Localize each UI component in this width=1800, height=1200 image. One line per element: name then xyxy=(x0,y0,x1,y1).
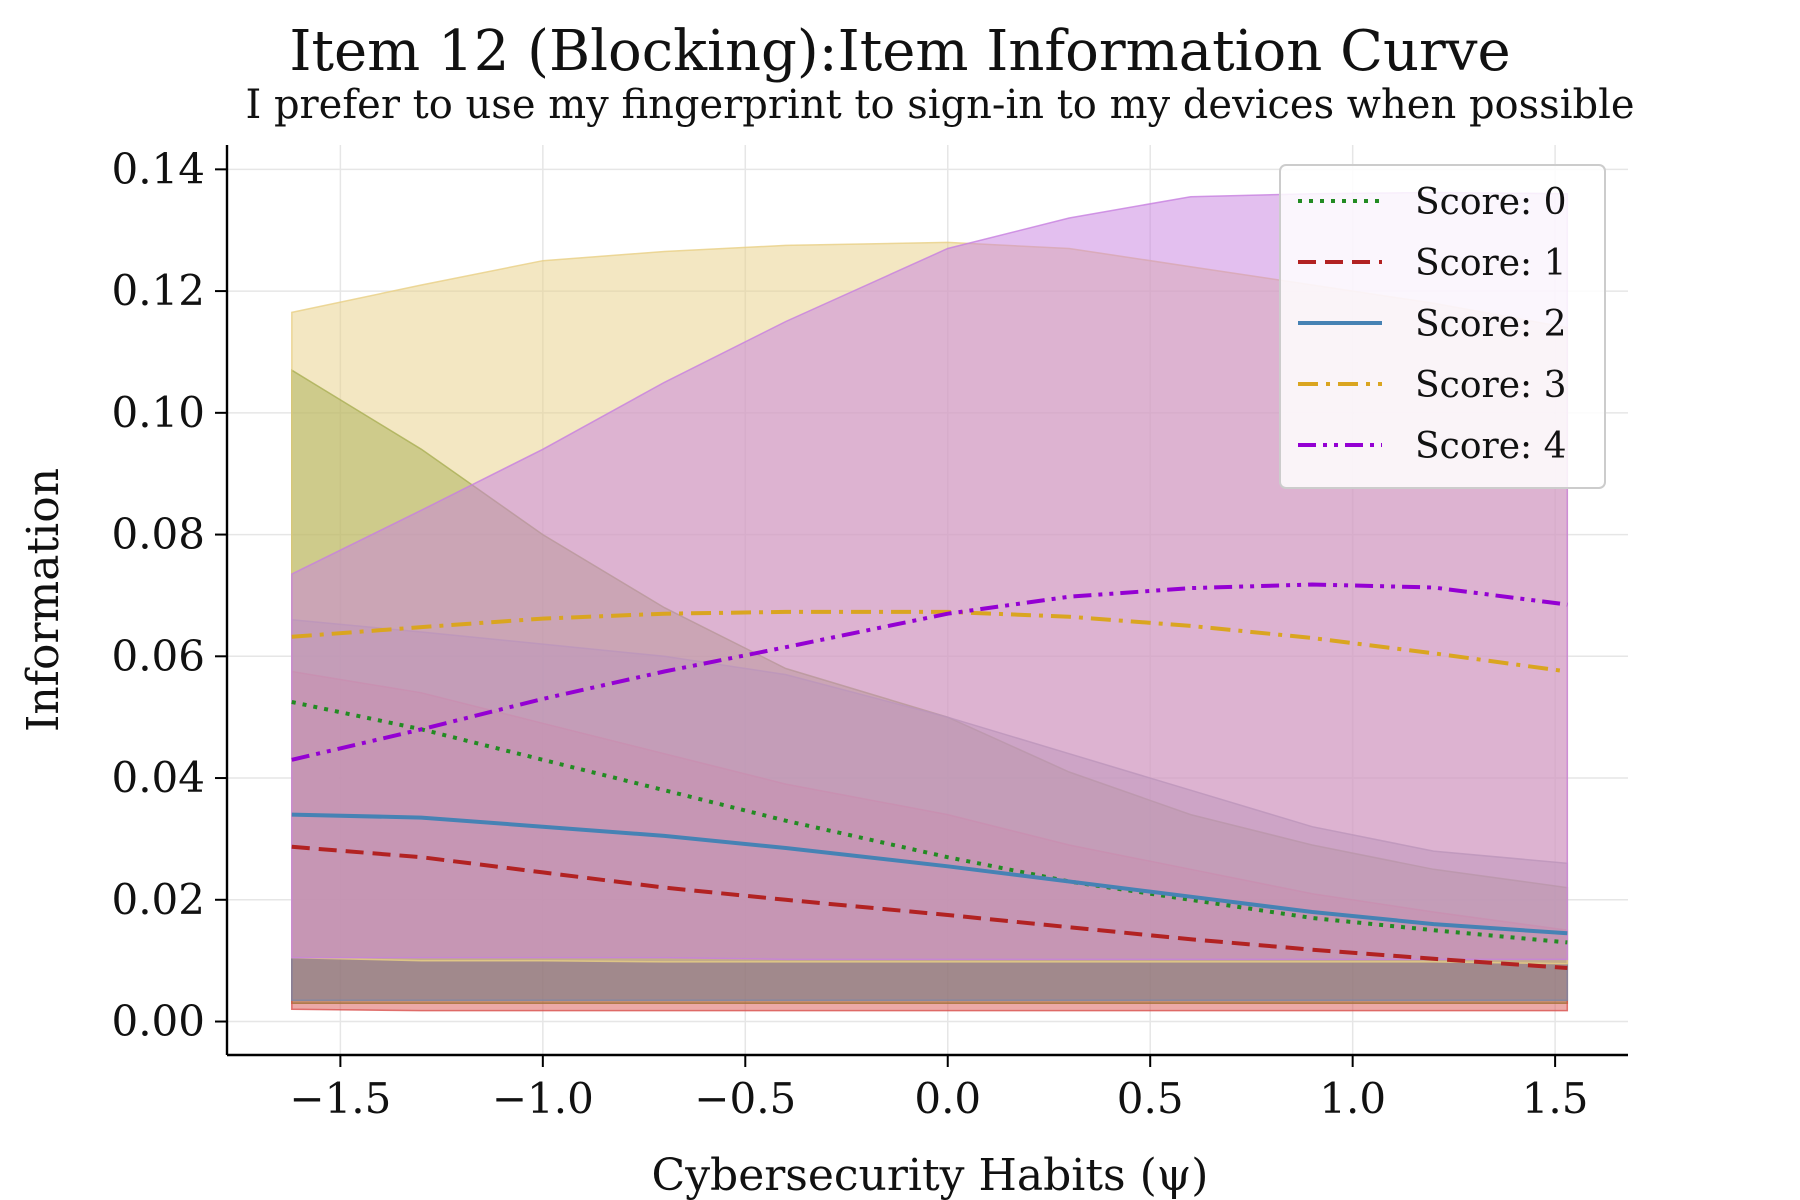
x-tick-label: 1.0 xyxy=(1319,1074,1386,1123)
series-lines xyxy=(291,582,1568,970)
y-tick-label: 0.04 xyxy=(111,753,205,802)
x-tick-label: 0.0 xyxy=(914,1074,981,1123)
line-score-2 xyxy=(291,812,1568,936)
y-tick-label: 0.10 xyxy=(111,388,205,437)
x-tick-label: −1.0 xyxy=(492,1074,594,1123)
y-tick-label: 0.02 xyxy=(111,875,205,924)
y-axis-ticks: 0.00 0.02 0.04 0.06 0.08 0.10 0.12 0.14 xyxy=(111,144,227,1046)
band-score-4 xyxy=(291,191,1569,961)
x-axis-ticks: −1.5 −1.0 −0.5 0.0 0.5 1.0 1.5 xyxy=(289,1055,1589,1123)
y-tick-label: 0.12 xyxy=(111,266,205,315)
legend: Score: 0 Score: 1 Score: 2 Score: 3 Score: 4 xyxy=(1279,164,1606,489)
x-tick-label: 1.5 xyxy=(1522,1074,1589,1123)
x-tick-label: −1.5 xyxy=(289,1074,391,1123)
legend-label-score-4: Score: 4 xyxy=(1415,426,1567,467)
y-tick-label: 0.08 xyxy=(111,510,205,559)
legend-label-score-0: Score: 0 xyxy=(1415,182,1567,223)
y-tick-label: 0.14 xyxy=(111,144,205,193)
x-tick-label: 0.5 xyxy=(1117,1074,1184,1123)
x-tick-label: −0.5 xyxy=(694,1074,796,1123)
y-tick-label: 0.00 xyxy=(111,997,205,1046)
line-score-1 xyxy=(291,844,1568,970)
legend-label-score-3: Score: 3 xyxy=(1415,365,1567,406)
legend-label-score-2: Score: 2 xyxy=(1415,304,1567,345)
legend-box xyxy=(1279,164,1606,489)
line-score-4 xyxy=(291,582,1568,762)
axes xyxy=(225,145,1628,1057)
x-axis-label: Cybersecurity Habits (ψ) xyxy=(652,1150,1209,1200)
chart-subtitle: I prefer to use my fingerprint to sign-i… xyxy=(245,82,1634,128)
line-score-0 xyxy=(291,700,1568,945)
y-tick-label: 0.06 xyxy=(111,631,205,680)
chart-title: Item 12 (Blocking):Item Information Curv… xyxy=(289,19,1510,84)
y-axis-label: Information xyxy=(18,468,69,732)
legend-label-score-1: Score: 1 xyxy=(1415,243,1567,284)
